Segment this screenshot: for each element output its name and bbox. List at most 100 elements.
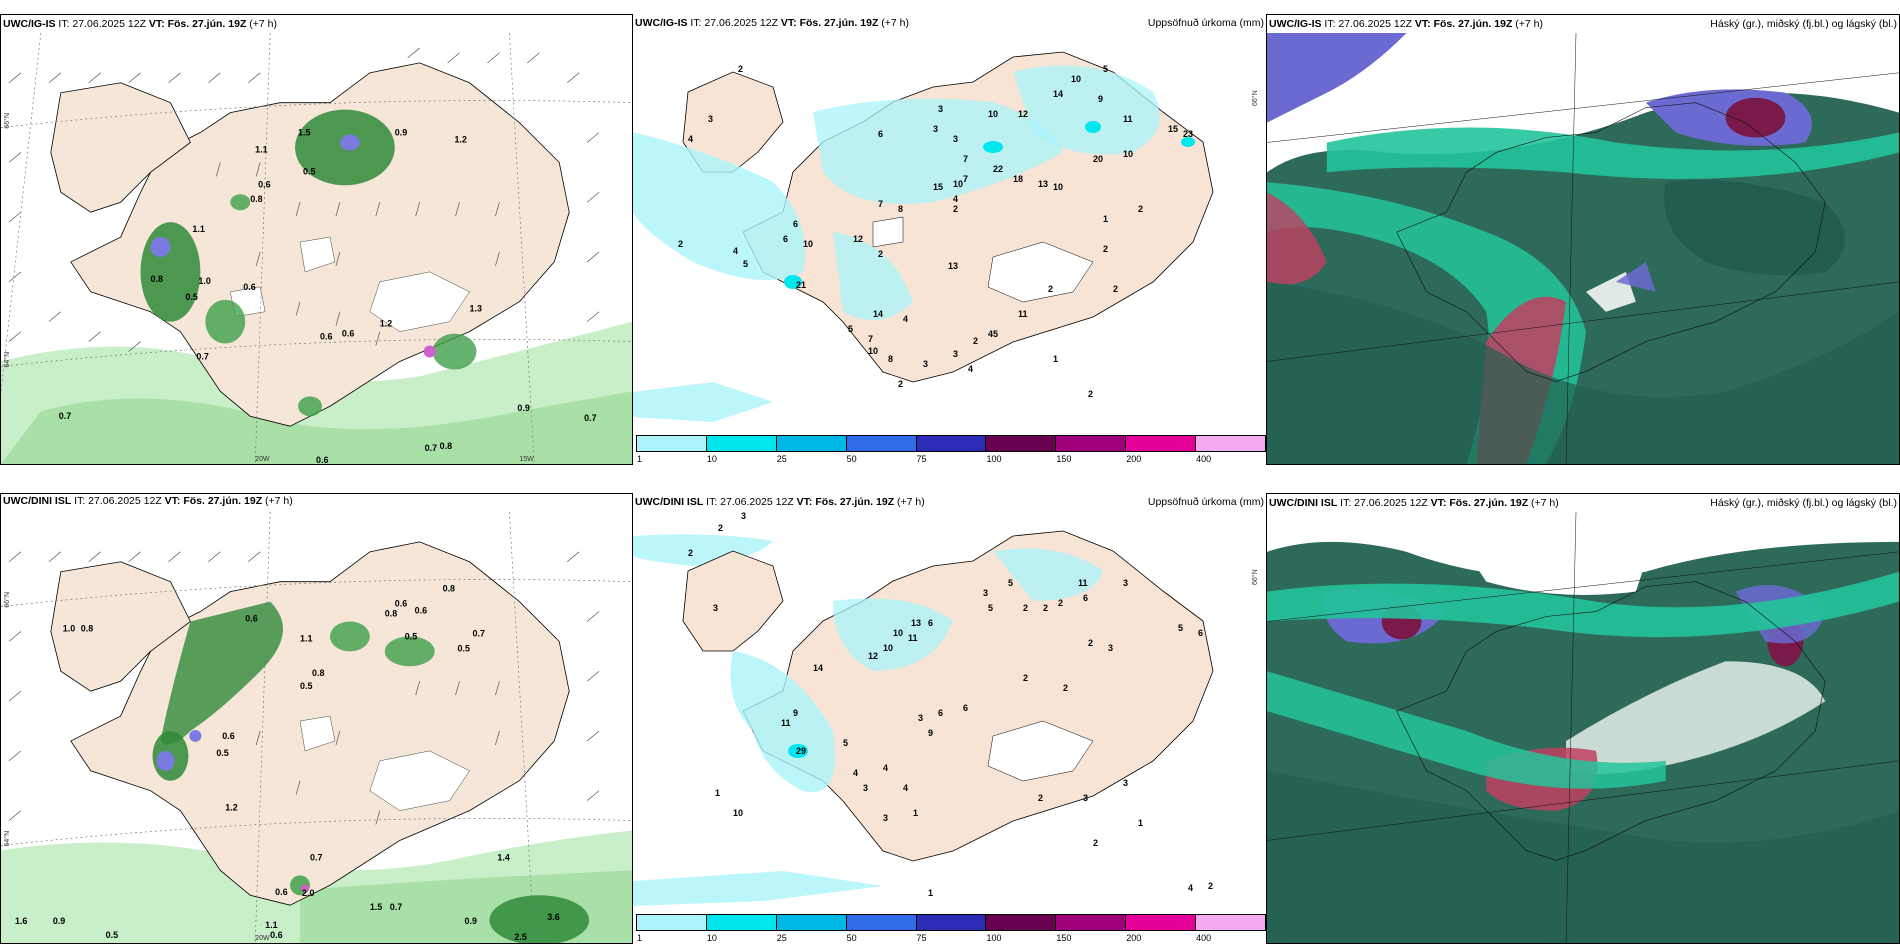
colorbar-swatch xyxy=(705,914,777,931)
precip-colorbar-bottom: 1 10 25 50 75 100 150 200 400 xyxy=(636,914,1266,943)
value-label: 2 xyxy=(953,204,958,214)
value-label: 5 xyxy=(848,324,853,334)
colorbar-label: 150 xyxy=(1056,454,1072,464)
value-label: 3 xyxy=(923,359,928,369)
colorbar-swatch xyxy=(705,435,777,452)
value-label: 1 xyxy=(1053,354,1058,364)
value-label: 1.4 xyxy=(497,852,509,862)
value-label: 2 xyxy=(1023,603,1028,613)
value-label: 6 xyxy=(938,708,943,718)
value-label: 3 xyxy=(1123,578,1128,588)
value-label: 5 xyxy=(1178,623,1183,633)
value-label: 10 xyxy=(988,109,998,119)
value-label: 1.1 xyxy=(192,224,204,234)
value-label: 0.5 xyxy=(405,631,417,641)
value-label: 0.7 xyxy=(584,413,596,423)
value-label: 0.7 xyxy=(196,351,208,361)
value-label: 5 xyxy=(993,329,998,339)
value-label: 4 xyxy=(688,134,693,144)
colorbar-label: 400 xyxy=(1196,454,1212,464)
panel-header: UWC/DINI ISL IT: 27.06.2025 12Z VT: Fös.… xyxy=(3,495,293,507)
value-label: 0.9 xyxy=(53,916,65,926)
value-label: 0.5 xyxy=(185,292,197,302)
wind-precip-map: 1.1 0.6 0.8 1.5 0.9 1.2 0.5 1.1 1.0 0.6 … xyxy=(1,33,632,464)
colorbar-label: 1 xyxy=(637,933,643,943)
value-label: 2 xyxy=(718,523,723,533)
value-label: 14 xyxy=(1053,89,1063,99)
colorbar-label: 200 xyxy=(1126,454,1142,464)
colorbar-swatch xyxy=(1125,435,1197,452)
lon-tick-label: 20W xyxy=(255,935,270,942)
value-label: 1.0 xyxy=(63,623,75,633)
value-label: 6 xyxy=(928,618,933,628)
colorbar-swatch xyxy=(985,914,1057,931)
value-label: 3 xyxy=(1108,643,1113,653)
value-label: 2 xyxy=(973,336,978,346)
value-label: 3 xyxy=(863,783,868,793)
value-label: 6 xyxy=(1198,628,1203,638)
value-label: 5 xyxy=(988,603,993,613)
value-label: 3 xyxy=(938,104,943,114)
value-label: 1.3 xyxy=(470,304,482,314)
value-label: 2 xyxy=(738,64,743,74)
panel-top-right-clouds: UWC/IG-IS IT: 27.06.2025 12Z VT: Fös. 27… xyxy=(1266,14,1900,465)
value-label: 0.7 xyxy=(310,852,322,862)
value-label: 0.6 xyxy=(342,329,354,339)
colorbar-swatch xyxy=(845,435,917,452)
value-label: 4 xyxy=(903,314,908,324)
colorbar-swatch xyxy=(1055,435,1127,452)
value-label: 1.0 xyxy=(198,276,210,286)
value-label: 1 xyxy=(1138,818,1143,828)
value-label: 1 xyxy=(928,888,933,898)
value-label: 6 xyxy=(1083,593,1088,603)
lat-tick-label: 64°N xyxy=(3,831,11,847)
colorbar-label: 10 xyxy=(706,454,717,464)
colorbar-label: 50 xyxy=(846,933,857,943)
value-label: 4 xyxy=(968,364,973,374)
value-label: 18 xyxy=(1013,174,1023,184)
value-label: 2.5 xyxy=(514,932,526,942)
value-label: 7 xyxy=(963,154,968,164)
value-label: 2 xyxy=(1063,683,1068,693)
value-label: 0.5 xyxy=(458,643,470,653)
value-label: 2 xyxy=(688,548,693,558)
value-label: 1.2 xyxy=(225,803,237,813)
colorbar-swatch xyxy=(636,914,707,931)
value-label: 2 xyxy=(1038,793,1043,803)
value-label: 14 xyxy=(873,309,883,319)
panel-bottom-left-wind-precip: UWC/DINI ISL IT: 27.06.2025 12Z VT: Fös.… xyxy=(0,493,633,944)
value-label: 5 xyxy=(1008,578,1013,588)
wind-precip-map: 1.0 0.8 0.6 1.1 0.8 0.5 0.6 0.8 0.5 0.6 … xyxy=(1,512,632,943)
value-label: 2 xyxy=(1113,284,1118,294)
value-label: 0.5 xyxy=(106,930,118,940)
value-label: 0.8 xyxy=(385,609,397,619)
colorbar-label: 10 xyxy=(706,933,717,943)
lon-tick-label: 15W xyxy=(519,456,534,463)
panel-header: UWC/IG-IS IT: 27.06.2025 12Z VT: Fös. 27… xyxy=(635,17,1264,29)
value-label: 22 xyxy=(993,164,1003,174)
value-label: 3 xyxy=(741,511,746,521)
panel-bottom-right-clouds: UWC/DINI ISL IT: 27.06.2025 12Z VT: Fös.… xyxy=(1266,493,1900,944)
value-label: 3 xyxy=(983,588,988,598)
colorbar-swatch xyxy=(1055,914,1127,931)
value-label: 2 xyxy=(1138,204,1143,214)
value-label: 0.6 xyxy=(258,179,270,189)
precip-labels: 1.0 0.8 0.6 1.1 0.8 0.5 0.6 0.8 0.5 0.6 … xyxy=(15,584,560,942)
colorbar-swatch xyxy=(985,435,1057,452)
value-label: 1.5 xyxy=(370,902,382,912)
value-label: 5 xyxy=(843,738,848,748)
value-label: 8 xyxy=(898,204,903,214)
value-label: 3 xyxy=(713,603,718,613)
value-label: 9 xyxy=(928,728,933,738)
value-label: 11 xyxy=(1078,578,1088,588)
value-label: 6 xyxy=(793,219,798,229)
colorbar-swatch xyxy=(775,435,847,452)
value-label: 0.9 xyxy=(517,403,529,413)
value-label: 7 xyxy=(868,334,873,344)
colorbar-label: 75 xyxy=(916,933,927,943)
value-label: 2 xyxy=(1048,284,1053,294)
value-label: 1.2 xyxy=(380,319,392,329)
value-label: 13 xyxy=(911,618,921,628)
value-label: 4 xyxy=(853,768,858,778)
value-label: 2 xyxy=(1088,638,1093,648)
